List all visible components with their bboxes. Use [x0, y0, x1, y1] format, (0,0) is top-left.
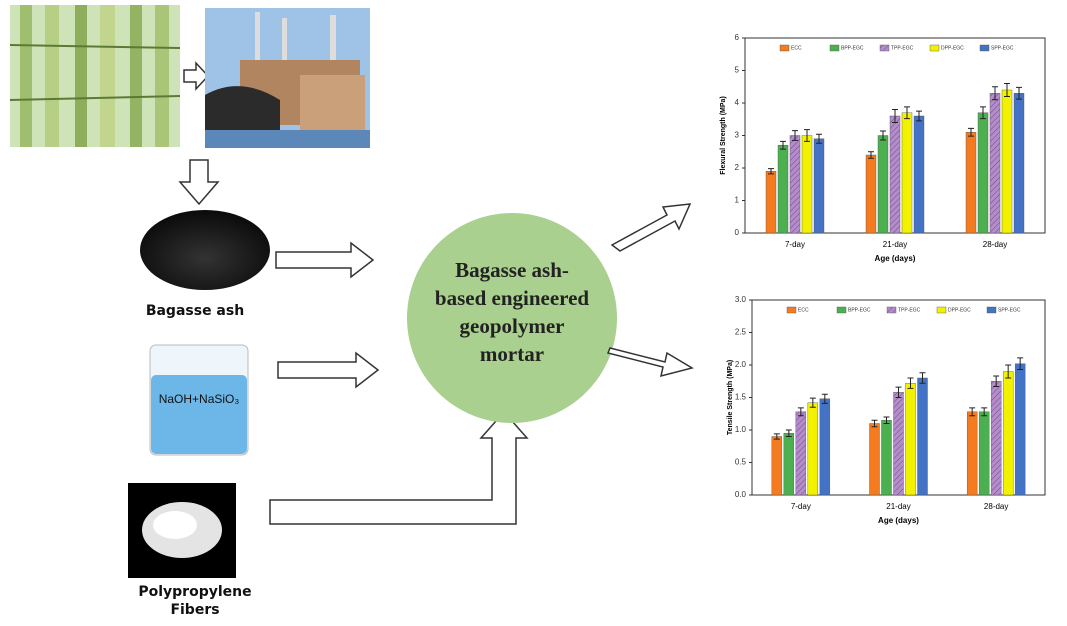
- bar: [894, 392, 904, 495]
- bar: [1015, 364, 1025, 495]
- arrow: [184, 63, 208, 89]
- legend-swatch: [987, 307, 996, 313]
- center-text: geopolymer: [460, 314, 565, 338]
- fibers-image: [128, 483, 236, 578]
- bar: [978, 113, 988, 233]
- bar: [814, 139, 824, 233]
- legend-label: ECC: [798, 307, 809, 313]
- x-tick-label: 7-day: [791, 502, 811, 511]
- bar: [967, 412, 977, 495]
- bar: [902, 113, 912, 233]
- bar: [802, 136, 812, 234]
- y-tick-label: 1.5: [735, 393, 747, 402]
- legend-label: TPP-EGC: [891, 45, 914, 51]
- y-tick-label: 2: [735, 163, 740, 172]
- legend-swatch: [980, 45, 989, 51]
- legend-swatch: [880, 45, 889, 51]
- arrow: [270, 412, 527, 524]
- legend-swatch: [780, 45, 789, 51]
- legend-label: DPP-EGC: [948, 307, 971, 313]
- bar: [914, 116, 924, 233]
- bar: [878, 136, 888, 234]
- bar: [906, 383, 916, 495]
- legend-swatch: [930, 45, 939, 51]
- graphical-abstract: Bagasse ash NaOH+NaSiO₃ Polypropylene Fi…: [0, 0, 1067, 621]
- bar: [890, 116, 900, 233]
- bar: [990, 93, 1000, 233]
- bar: [918, 378, 928, 495]
- legend-swatch: [830, 45, 839, 51]
- bar: [866, 155, 876, 233]
- bar: [882, 420, 892, 495]
- legend-label: ECC: [791, 45, 802, 51]
- bar: [979, 412, 989, 495]
- legend-label: TPP-EGC: [898, 307, 921, 313]
- center-text: Bagasse ash-: [455, 258, 569, 282]
- y-tick-label: 1: [735, 196, 740, 205]
- ash-image: [140, 210, 270, 290]
- factory-image: [205, 8, 370, 148]
- x-tick-label: 28-day: [983, 240, 1007, 249]
- bagasse-label: Bagasse ash: [146, 303, 244, 319]
- arrow: [612, 204, 690, 251]
- fibers-label: Fibers: [170, 602, 219, 618]
- bar: [808, 403, 818, 495]
- bar: [820, 399, 830, 495]
- bar: [870, 424, 880, 496]
- bar: [1003, 372, 1013, 496]
- y-tick-label: 5: [735, 66, 740, 75]
- x-axis-label: Age (days): [878, 516, 919, 525]
- bar: [1014, 93, 1024, 233]
- x-tick-label: 21-day: [886, 502, 910, 511]
- y-tick-label: 6: [735, 33, 740, 42]
- y-tick-label: 2.5: [735, 328, 747, 337]
- x-tick-label: 28-day: [984, 502, 1008, 511]
- center-text: based engineered: [435, 286, 590, 310]
- y-tick-label: 1.0: [735, 425, 747, 434]
- y-tick-label: 2.0: [735, 360, 747, 369]
- legend-swatch: [937, 307, 946, 313]
- y-tick-label: 0.0: [735, 490, 747, 499]
- arrow: [608, 348, 692, 376]
- bar: [790, 136, 800, 234]
- legend-swatch: [787, 307, 796, 313]
- x-tick-label: 21-day: [883, 240, 907, 249]
- y-tick-label: 0: [735, 228, 740, 237]
- bar: [991, 381, 1001, 495]
- bar: [778, 145, 788, 233]
- arrow: [180, 160, 218, 204]
- bar: [966, 132, 976, 233]
- bar: [796, 412, 806, 495]
- legend-label: SPP-EGC: [991, 45, 1014, 51]
- bar: [772, 437, 782, 496]
- sugarcane-image: [10, 5, 180, 147]
- y-tick-label: 3.0: [735, 295, 747, 304]
- center-text: mortar: [480, 342, 544, 366]
- solution-label: NaOH+NaSiO₃: [159, 392, 240, 406]
- x-axis-label: Age (days): [875, 254, 916, 263]
- legend-label: SPP-EGC: [998, 307, 1021, 313]
- arrow: [278, 353, 378, 387]
- legend-swatch: [887, 307, 896, 313]
- bar: [766, 171, 776, 233]
- x-tick-label: 7-day: [785, 240, 805, 249]
- y-tick-label: 0.5: [735, 458, 747, 467]
- y-axis-label: Flexural Strength (MPa): [720, 96, 727, 175]
- legend-label: DPP-EGC: [941, 45, 964, 51]
- fibers-label: Polypropylene: [138, 584, 251, 600]
- y-tick-label: 4: [735, 98, 740, 107]
- y-tick-label: 3: [735, 131, 740, 140]
- bar: [1002, 90, 1012, 233]
- legend-label: BPP-EGC: [848, 307, 871, 313]
- legend-label: BPP-EGC: [841, 45, 864, 51]
- y-axis-label: Tensile Strength (MPa): [727, 360, 734, 435]
- arrow: [276, 243, 373, 277]
- legend-swatch: [837, 307, 846, 313]
- bar: [784, 433, 794, 495]
